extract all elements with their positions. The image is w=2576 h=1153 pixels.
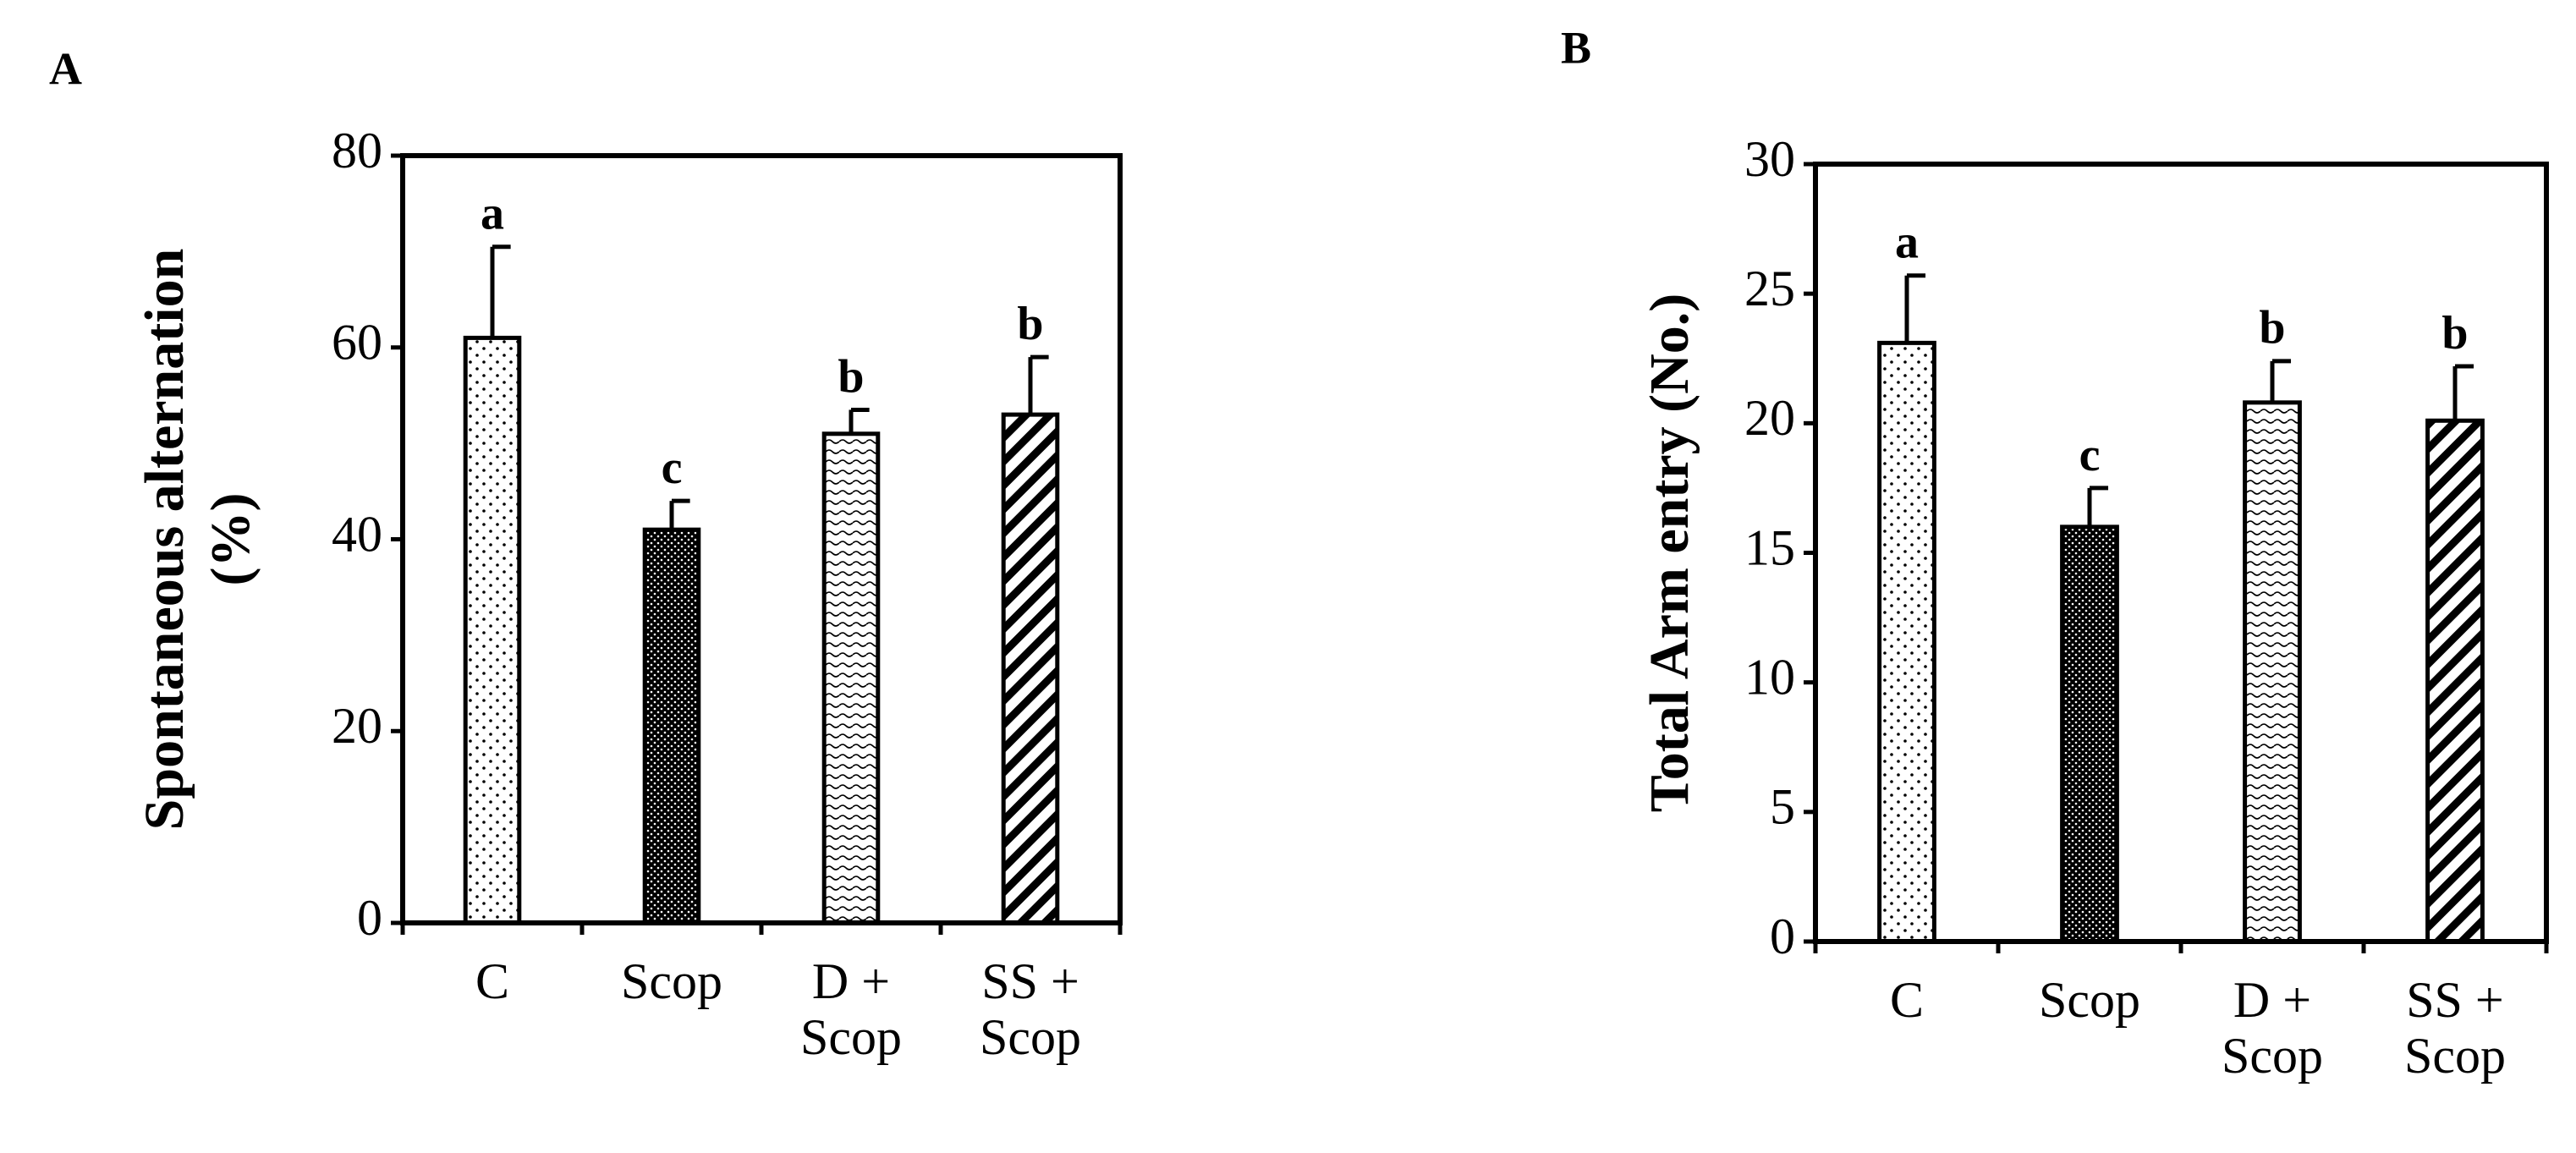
plot-frame bbox=[1813, 162, 2549, 944]
bar bbox=[463, 335, 522, 925]
y-tick-label: 20 bbox=[1744, 390, 1795, 446]
bar bbox=[1877, 340, 1936, 944]
significance-letter: c bbox=[2079, 429, 2101, 481]
y-tick-label: 10 bbox=[1744, 649, 1795, 705]
x-tick-label: C bbox=[1889, 972, 1924, 1028]
x-tick-label: D + Scop bbox=[799, 953, 902, 1065]
y-tick-label: 0 bbox=[357, 890, 382, 946]
significance-letter: c bbox=[662, 442, 683, 494]
y-tick-label: 15 bbox=[1744, 519, 1795, 575]
x-tick-label: Scop bbox=[2038, 972, 2140, 1028]
y-tick-label: 80 bbox=[332, 123, 382, 178]
bar bbox=[2060, 524, 2119, 944]
bar bbox=[2425, 418, 2485, 944]
plot-frame bbox=[400, 153, 1123, 925]
significance-letter: a bbox=[481, 188, 504, 240]
significance-letter: b bbox=[838, 350, 864, 403]
y-tick-label: 40 bbox=[332, 506, 382, 562]
y-tick-label: 60 bbox=[332, 315, 382, 371]
bar bbox=[1001, 412, 1060, 925]
panel-label: A bbox=[49, 43, 82, 94]
significance-letter: a bbox=[1895, 217, 1919, 269]
x-tick-label: Scop bbox=[620, 953, 722, 1009]
significance-letter: b bbox=[1017, 298, 1043, 350]
y-tick-label: 30 bbox=[1744, 131, 1795, 187]
x-tick-label: SS + Scop bbox=[2403, 972, 2506, 1084]
significance-letter: b bbox=[2441, 307, 2468, 360]
x-tick-label: SS + Scop bbox=[979, 953, 1081, 1065]
y-tick-label: 20 bbox=[332, 698, 382, 754]
x-tick-label: D + Scop bbox=[2221, 972, 2323, 1084]
bar bbox=[821, 431, 881, 925]
bar bbox=[642, 527, 701, 925]
x-tick-label: C bbox=[475, 953, 509, 1009]
significance-letter: b bbox=[2259, 302, 2285, 354]
panel-label: B bbox=[1561, 22, 1591, 73]
y-axis-label: (%) bbox=[200, 493, 261, 586]
bar bbox=[2243, 400, 2302, 944]
y-axis-label: Total Arm entry (No.) bbox=[1639, 294, 1700, 812]
y-axis-label: Spontaneous alternation bbox=[134, 249, 195, 831]
y-tick-label: 25 bbox=[1744, 261, 1795, 316]
y-tick-label: 5 bbox=[1770, 779, 1795, 835]
y-tick-label: 0 bbox=[1770, 909, 1795, 964]
